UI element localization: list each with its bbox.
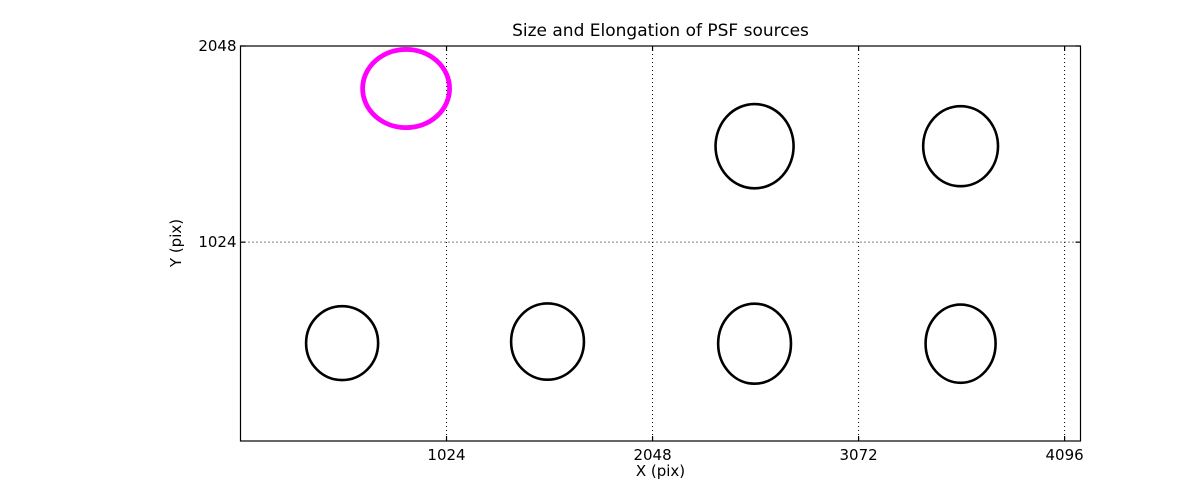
y-tick-label: 2048	[198, 37, 237, 55]
psf-ellipse	[921, 104, 1000, 188]
chart-title: Size and Elongation of PSF sources	[512, 21, 809, 41]
psf-ellipse	[716, 302, 793, 386]
x-axis-label: X (pix)	[635, 462, 686, 480]
psf-ellipse	[924, 303, 997, 385]
x-tick-label: 3072	[839, 446, 878, 464]
psf-ellipse-highlight	[360, 47, 452, 131]
x-tick-label: 2048	[633, 446, 672, 464]
y-tick-label: 1024	[198, 233, 237, 252]
psf-ellipse	[304, 304, 380, 382]
psf-ellipse	[509, 302, 586, 382]
x-tick-label: 4096	[1045, 446, 1084, 464]
axes-spines	[239, 45, 1082, 442]
x-tick-label: 1024	[427, 446, 466, 464]
psf-ellipse	[714, 102, 795, 190]
